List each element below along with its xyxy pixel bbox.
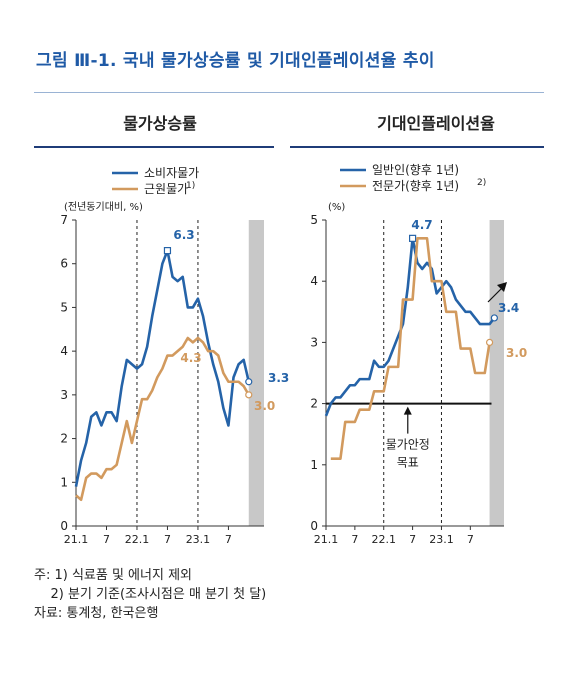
y-tick-label: 5 [310,213,318,227]
legend-label: 소비자물가 [144,166,199,180]
y-tick-label: 1 [60,475,68,489]
y-tick-label: 2 [310,397,318,411]
footnotes: 주: 1) 식료품 및 에너지 제외 2) 분기 기준(조사시점은 매 분기 첫… [34,566,266,623]
unit-label: (%) [328,202,345,213]
figure-title: 그림 Ⅲ-1. 국내 물가상승률 및 기대인플레이션율 추이 [36,51,435,71]
x-tick-label: 21.1 [64,533,89,546]
peak-label-core: 4.3 [180,351,201,365]
x-tick-label: 7 [164,533,171,546]
x-tick-label: 22.1 [371,533,396,546]
legend-label: 전문가(향후 1년) [372,179,459,193]
legend-label: 근원물가 [144,182,188,196]
y-tick-label: 2 [60,432,68,446]
y-tick-label: 0 [310,519,318,533]
panel-title-expectation: 기대인플레이션율 [377,114,495,133]
y-tick-label: 0 [60,519,68,533]
end-marker [245,391,253,399]
unit-label: (전년동기대비, %) [64,201,143,213]
x-tick-label: 21.1 [314,533,339,546]
target-label: 목표 [397,456,419,470]
series-line [75,336,250,502]
footnote-1: 주: 1) 식료품 및 에너지 제외 [34,568,192,583]
end-marker [245,378,253,386]
y-tick-label: 3 [310,335,318,349]
y-tick-label: 7 [60,213,68,227]
legend-note: 2) [477,178,486,188]
peak-label-cpi: 6.3 [173,228,194,242]
panel-title-cpi: 물가상승률 [123,114,197,133]
legend-label: 일반인(향후 1년) [372,163,459,177]
target-label: 물가안정 [386,438,430,452]
end-marker [485,338,494,346]
y-tick-label: 4 [60,344,68,358]
source-note: 자료: 통계청, 한국은행 [34,606,159,621]
end-label-expert: 3.0 [506,346,527,360]
y-tick-label: 3 [60,388,68,402]
trend-arrow-head [497,282,507,292]
end-label-cpi: 3.3 [268,371,289,385]
series-line [324,237,496,417]
x-tick-label: 22.1 [125,533,150,546]
x-tick-label: 7 [351,533,358,546]
x-tick-label: 23.1 [429,533,454,546]
x-tick-label: 23.1 [186,533,211,546]
shaded-region [248,220,264,526]
peak-marker [408,234,417,242]
y-tick-label: 6 [60,257,68,271]
title-divider [34,92,544,93]
end-label-core: 3.0 [254,399,275,413]
peak-label-general: 4.7 [411,218,432,232]
shaded-region [489,220,504,526]
y-tick-label: 4 [310,274,318,288]
legend-note: 1) [186,181,195,191]
x-tick-label: 7 [409,533,416,546]
panel-underline-expectation [290,146,544,148]
target-arrow-head [403,406,412,415]
series-line [74,249,251,487]
footnote-2: 2) 분기 기준(조사시점은 매 분기 첫 달) [34,587,267,602]
x-tick-label: 7 [103,533,110,546]
end-marker [490,314,498,322]
x-tick-label: 7 [467,533,474,546]
series-line [330,237,491,460]
panel-underline-cpi [34,146,274,148]
x-tick-label: 7 [225,533,232,546]
peak-marker [163,247,172,255]
y-tick-label: 1 [310,458,318,472]
end-label-general: 3.4 [498,301,519,315]
y-tick-label: 5 [60,300,68,314]
